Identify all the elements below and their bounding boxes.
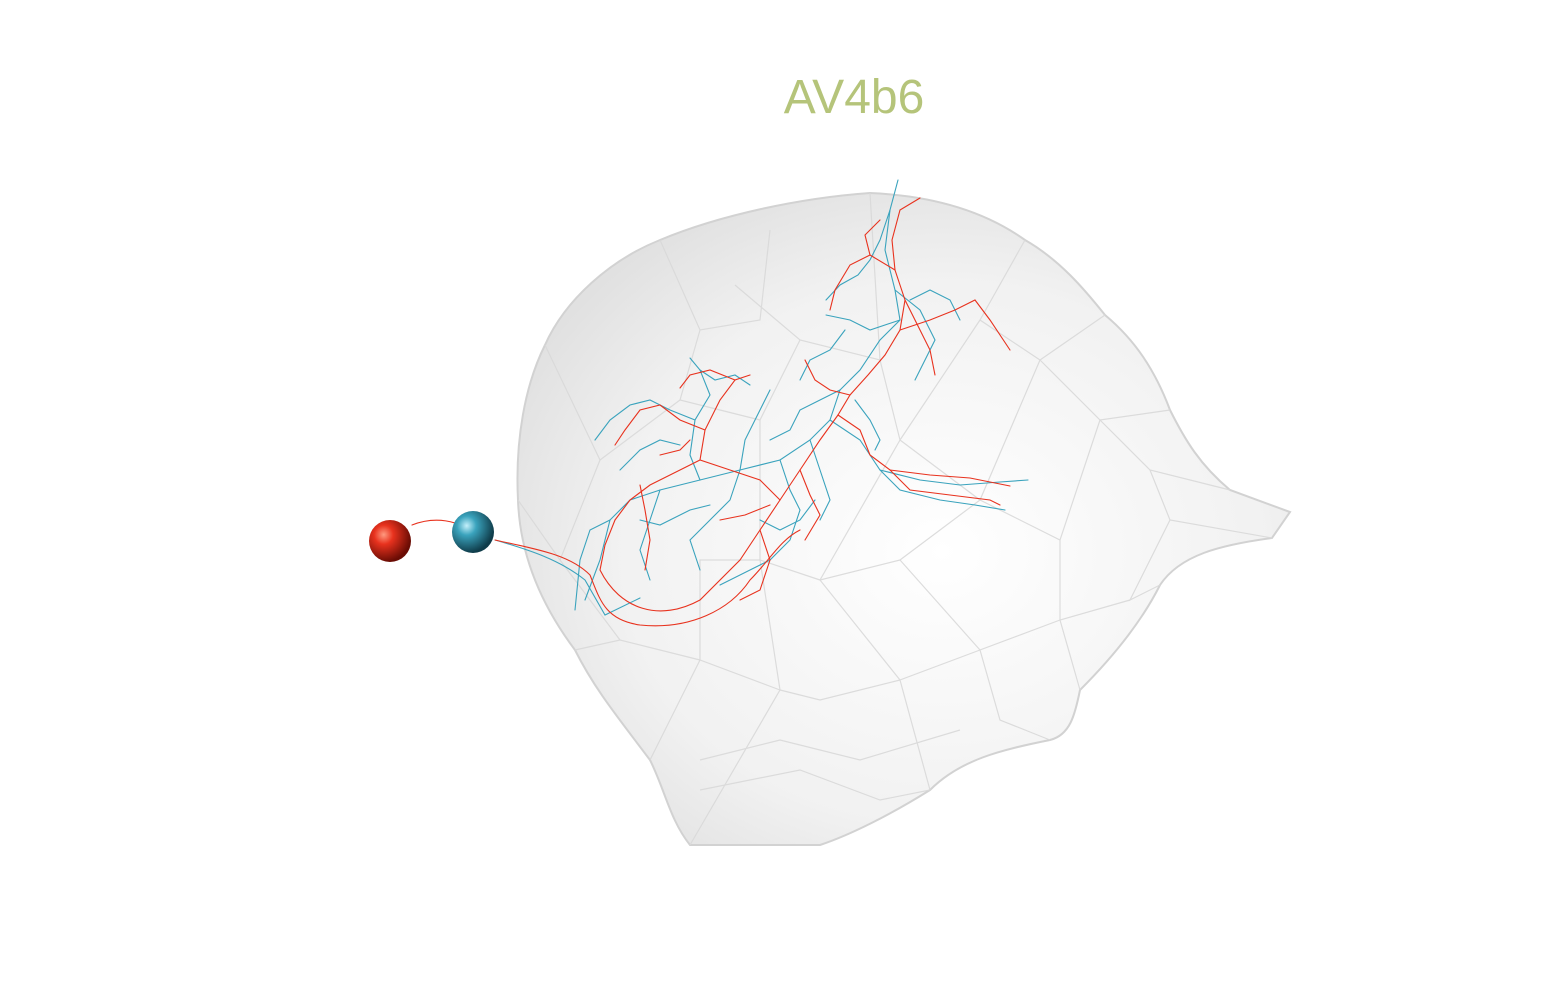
brain-mesh — [516, 191, 1292, 846]
neuron-a-soma — [369, 520, 411, 562]
neuron-a-skeleton — [411, 197, 1011, 627]
mesh-outline — [516, 191, 1292, 846]
plot-title: AV4b6 — [783, 71, 925, 124]
neuron-b-soma — [452, 511, 494, 553]
neuron-b-skeleton — [494, 179, 1029, 616]
